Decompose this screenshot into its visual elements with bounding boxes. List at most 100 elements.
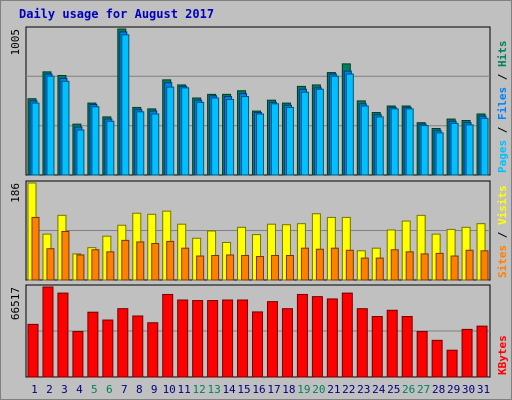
day-label-11: 11 — [178, 383, 191, 396]
pages-bar-day-28 — [435, 132, 444, 176]
day-label-28: 28 — [432, 383, 445, 396]
day-label-8: 8 — [136, 383, 143, 396]
panel-1-legend-sep-1: / — [496, 120, 509, 140]
sites-bar-day-6 — [106, 251, 115, 281]
sites-bar-day-19 — [300, 247, 309, 281]
panel-1-legend-b: Files — [496, 87, 509, 120]
kbytes-bar-day-17 — [266, 301, 278, 378]
day-label-31: 31 — [477, 383, 490, 396]
day-label-5: 5 — [91, 383, 98, 396]
pages-bar-day-12 — [196, 101, 205, 176]
kbytes-bar-day-28 — [431, 339, 443, 378]
pages-bar-day-21 — [330, 75, 339, 176]
sites-bar-day-11 — [181, 247, 190, 281]
kbytes-bar-day-1 — [27, 323, 39, 378]
pages-bar-day-25 — [390, 108, 399, 176]
sites-bar-day-18 — [285, 254, 294, 281]
pages-bar-day-14 — [226, 98, 235, 176]
pages-bar-day-17 — [270, 103, 279, 176]
pages-bar-day-8 — [136, 111, 145, 176]
pages-bar-day-11 — [181, 87, 190, 176]
pages-bar-day-22 — [345, 73, 354, 176]
pages-bar-day-31 — [480, 117, 489, 176]
pages-bar-day-20 — [315, 88, 324, 176]
sites-bar-day-21 — [330, 247, 339, 281]
kbytes-bar-day-26 — [401, 316, 413, 378]
sites-bar-day-8 — [136, 241, 145, 281]
kbytes-bar-day-4 — [72, 331, 84, 378]
day-label-30: 30 — [462, 383, 475, 396]
day-label-20: 20 — [312, 383, 325, 396]
kbytes-bar-day-5 — [87, 311, 99, 378]
sites-bar-day-17 — [270, 254, 279, 281]
kbytes-bar-day-25 — [386, 309, 398, 378]
sites-bar-day-23 — [360, 257, 369, 281]
day-label-19: 19 — [297, 383, 310, 396]
day-label-22: 22 — [342, 383, 355, 396]
kbytes-bar-day-30 — [461, 328, 473, 378]
pages-bar-day-24 — [375, 116, 384, 176]
kbytes-bar-day-31 — [476, 325, 488, 378]
kbytes-bar-day-11 — [177, 299, 189, 378]
kbytes-bar-day-12 — [192, 300, 204, 378]
sites-bar-day-26 — [405, 251, 414, 281]
kbytes-bar-day-14 — [222, 299, 234, 378]
panel-2-legend-b: Visits — [496, 185, 509, 225]
panel-3-side-legend: KBytes — [496, 335, 509, 375]
pages-bar-day-18 — [285, 106, 294, 176]
pages-bar-day-1 — [31, 102, 40, 176]
pages-bar-day-19 — [300, 91, 309, 176]
kbytes-bar-day-15 — [237, 299, 249, 378]
pages-bar-day-30 — [465, 124, 474, 176]
sites-bar-day-10 — [166, 240, 175, 281]
panel-1-legend-c: Hits — [496, 41, 509, 68]
day-label-29: 29 — [447, 383, 460, 396]
pages-bar-day-15 — [241, 96, 250, 176]
day-label-3: 3 — [61, 383, 68, 396]
kbytes-bar-day-20 — [311, 296, 323, 378]
day-label-27: 27 — [417, 383, 430, 396]
pages-bar-day-4 — [76, 129, 85, 176]
sites-bar-day-7 — [121, 239, 130, 281]
kbytes-bar-day-13 — [207, 300, 219, 378]
kbytes-bar-day-29 — [446, 349, 458, 378]
pages-bar-day-13 — [211, 97, 220, 176]
day-label-2: 2 — [46, 383, 53, 396]
day-label-1: 1 — [31, 383, 38, 396]
day-label-18: 18 — [282, 383, 295, 396]
day-label-7: 7 — [121, 383, 128, 396]
kbytes-bar-day-10 — [162, 293, 174, 378]
kbytes-bar-day-18 — [281, 308, 293, 378]
panel-1-legend-a: Pages — [496, 140, 509, 173]
kbytes-bar-day-2 — [42, 286, 54, 378]
kbytes-bar-day-6 — [102, 319, 114, 378]
kbytes-bar-day-3 — [57, 292, 69, 378]
panel-3-legend-a: KBytes — [496, 335, 509, 375]
kbytes-bar-day-21 — [326, 298, 338, 378]
sites-bar-day-24 — [375, 257, 384, 281]
panel-2-scale-label: 186 — [9, 183, 22, 203]
day-label-12: 12 — [193, 383, 206, 396]
kbytes-bar-day-24 — [371, 316, 383, 378]
panel-3-scale-label: 66517 — [9, 287, 22, 320]
sites-bar-day-25 — [390, 249, 399, 281]
sites-bar-day-4 — [76, 254, 85, 281]
kbytes-bar-day-8 — [132, 315, 144, 378]
pages-bar-day-7 — [121, 34, 130, 176]
pages-bar-day-23 — [360, 105, 369, 176]
panel-1-side-legend: Pages / Files / Hits — [496, 41, 509, 174]
sites-bar-day-12 — [196, 255, 205, 281]
panel-1-legend-sep-2: / — [496, 67, 509, 87]
pages-bar-day-16 — [256, 113, 265, 176]
pages-bar-day-5 — [91, 106, 100, 176]
day-label-9: 9 — [151, 383, 158, 396]
panel-1-scale-label: 1005 — [9, 29, 22, 56]
sites-bar-day-15 — [241, 254, 250, 281]
pages-bar-day-2 — [46, 75, 55, 176]
day-label-10: 10 — [163, 383, 176, 396]
sites-bar-day-29 — [450, 255, 459, 281]
sites-bar-day-31 — [480, 250, 489, 281]
sites-bar-day-22 — [345, 249, 354, 281]
day-label-26: 26 — [402, 383, 415, 396]
